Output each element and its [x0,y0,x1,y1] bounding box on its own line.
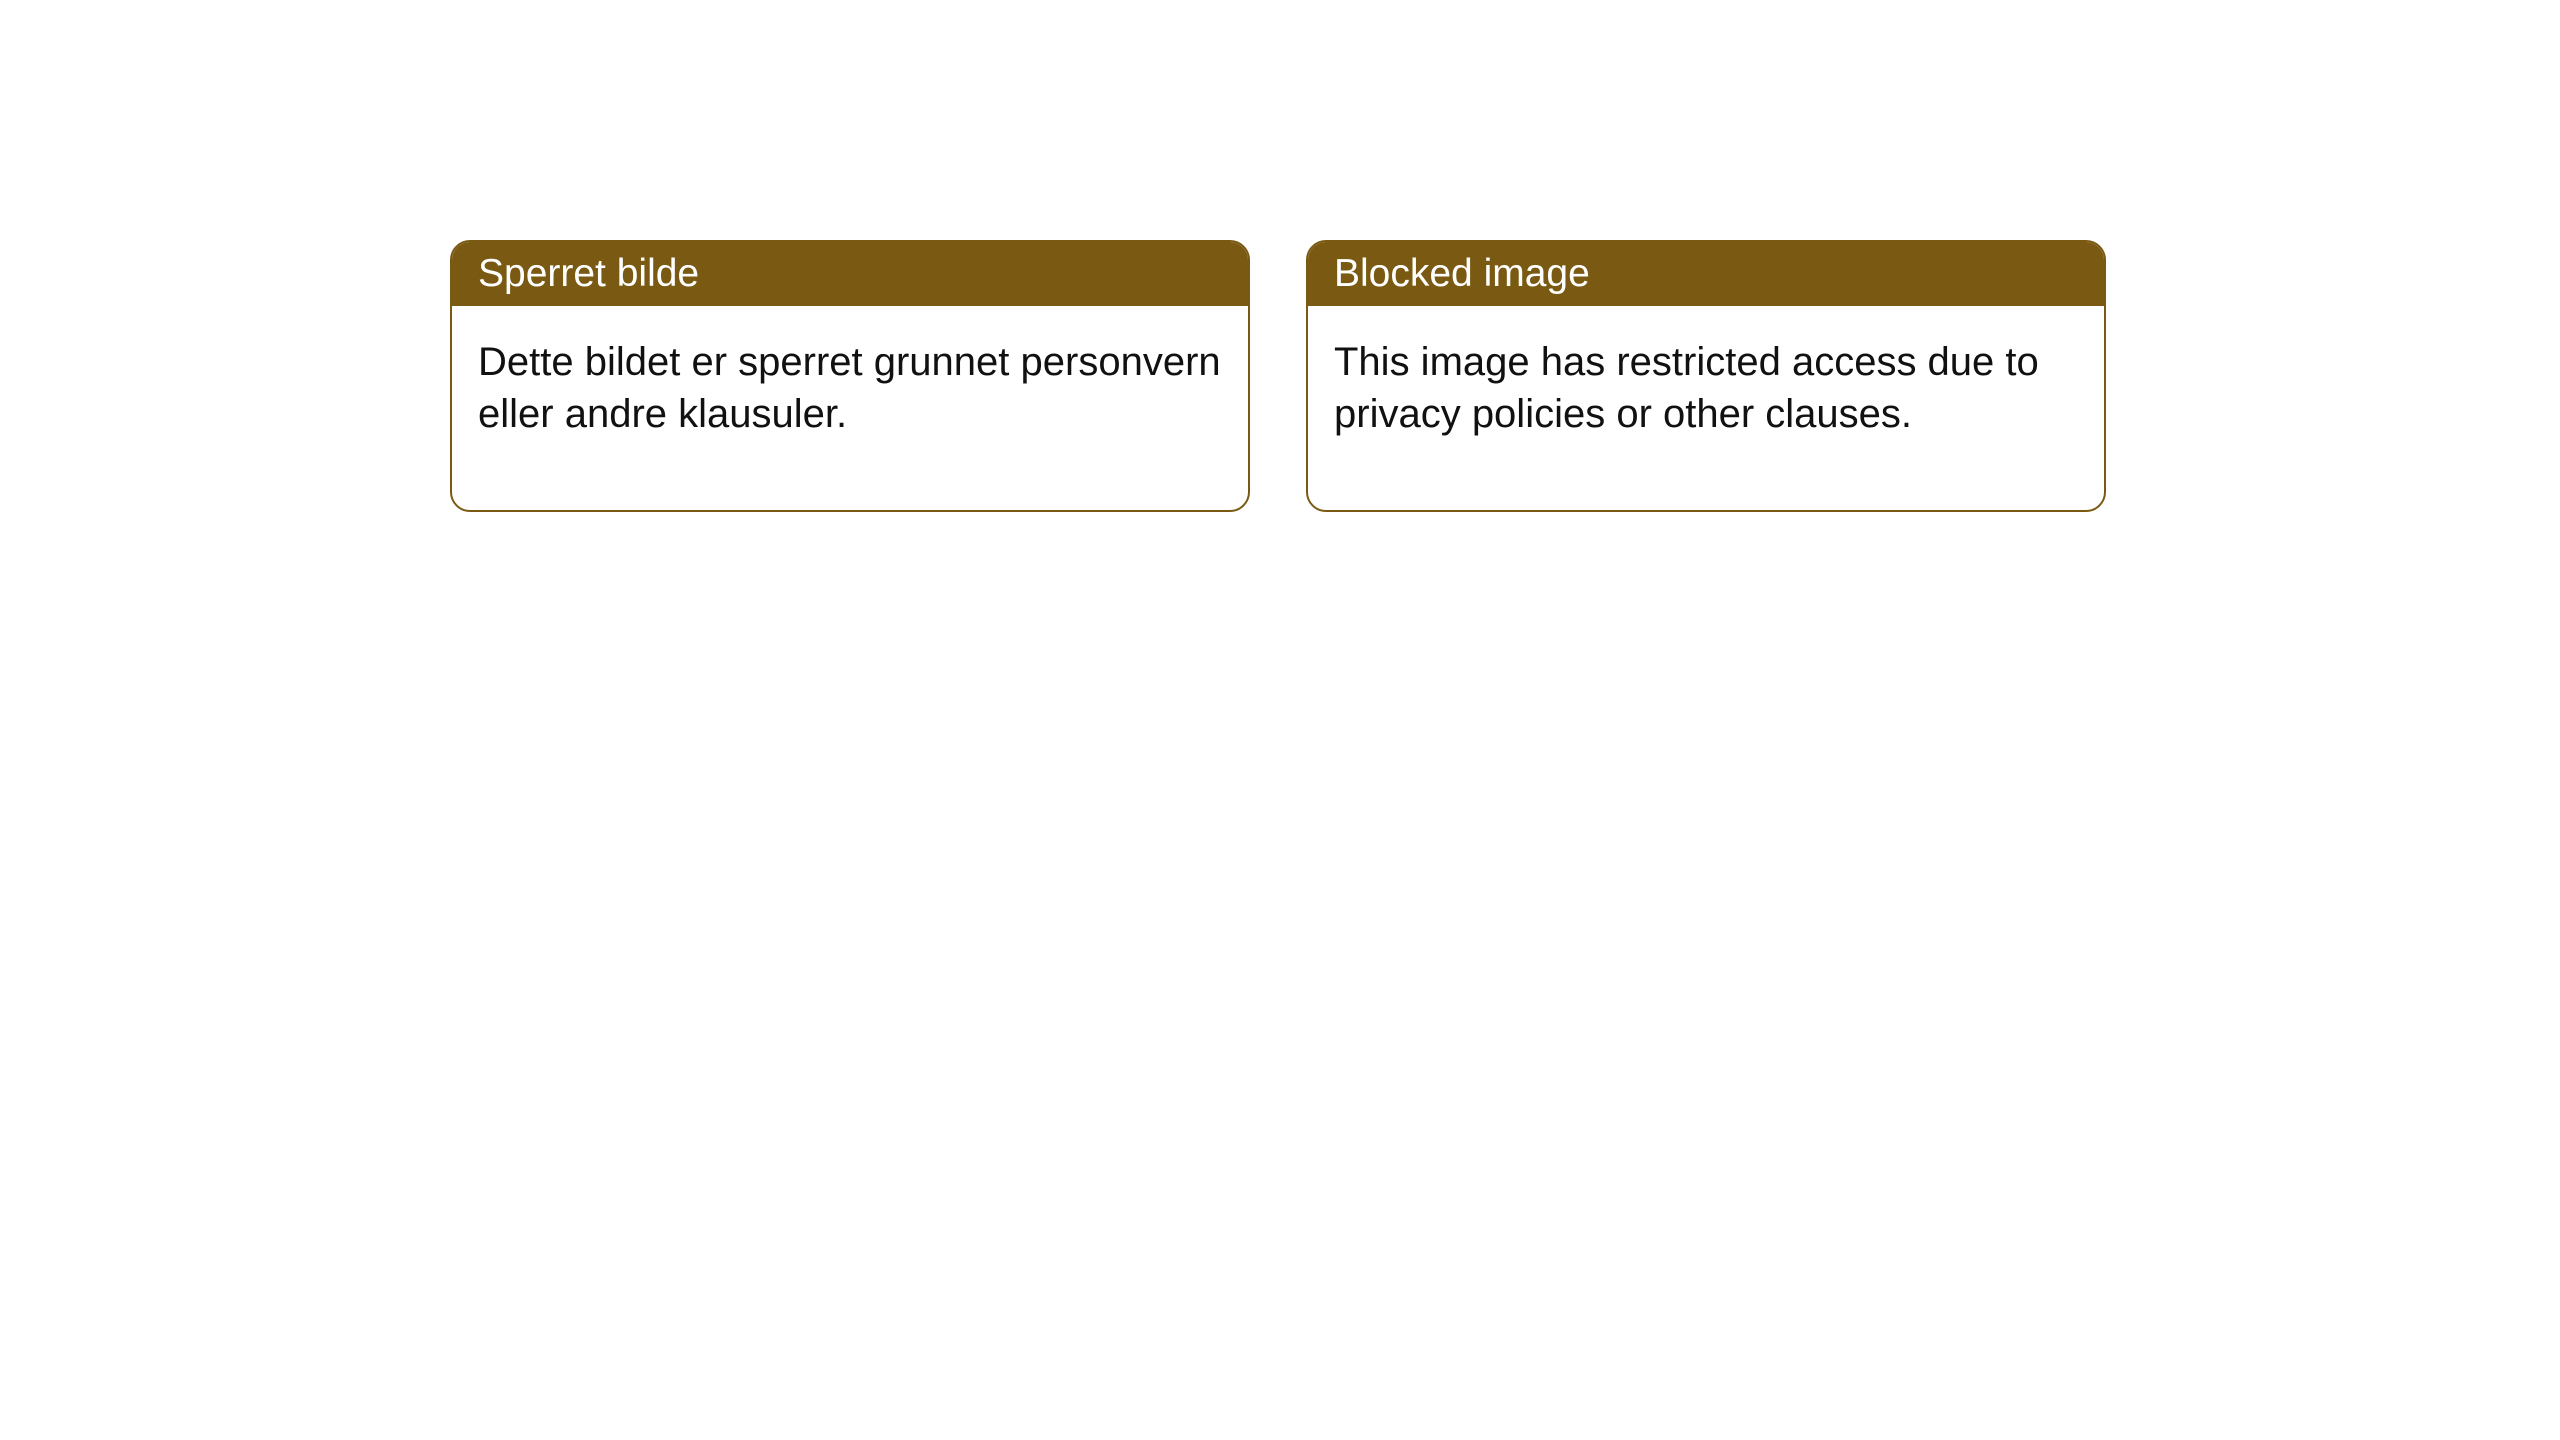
notice-card-body: This image has restricted access due to … [1308,306,2104,510]
notice-card-title: Blocked image [1308,242,2104,306]
notice-card-english: Blocked image This image has restricted … [1306,240,2106,512]
notice-card-title: Sperret bilde [452,242,1248,306]
notice-card-body: Dette bildet er sperret grunnet personve… [452,306,1248,510]
notice-card-norwegian: Sperret bilde Dette bildet er sperret gr… [450,240,1250,512]
notice-container: Sperret bilde Dette bildet er sperret gr… [450,240,2106,512]
